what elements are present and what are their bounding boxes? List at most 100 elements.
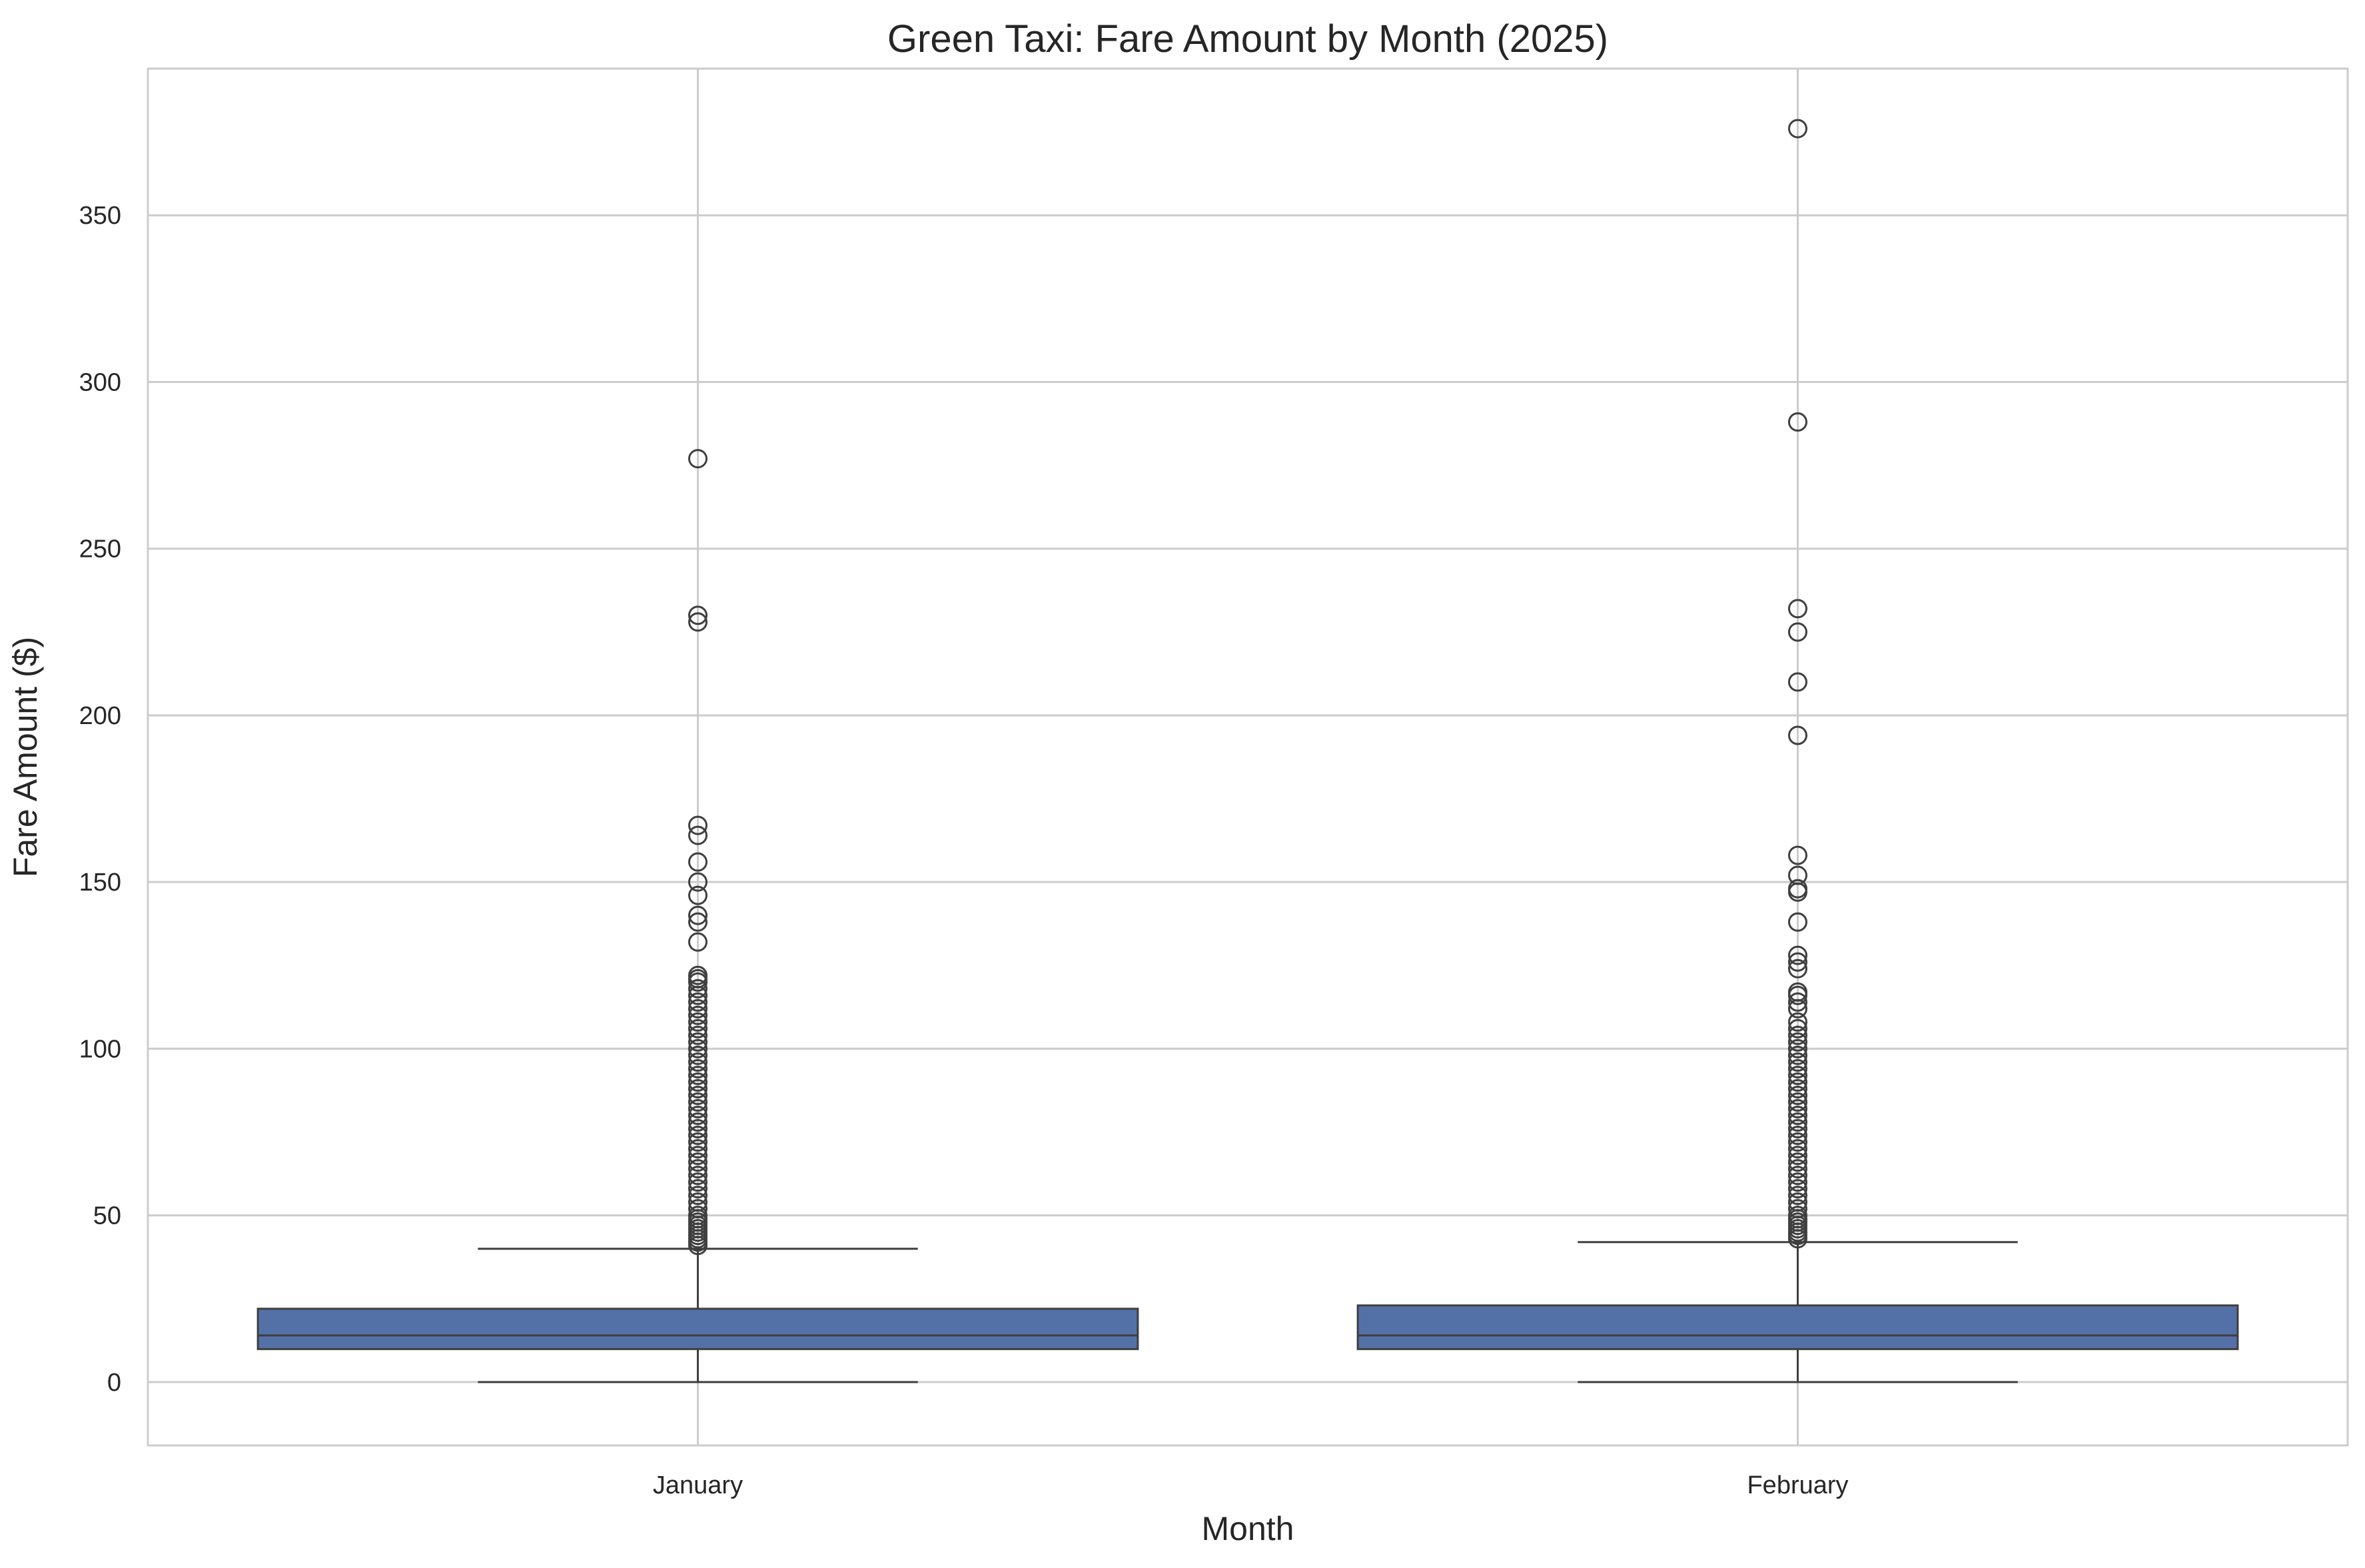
- outlier-point: [688, 1012, 708, 1032]
- outlier-point: [1788, 1078, 1807, 1098]
- x-axis-label: Month: [1202, 1510, 1294, 1547]
- outlier-point: [1788, 1112, 1807, 1132]
- outlier-point: [688, 1146, 708, 1166]
- outlier-point: [688, 1172, 708, 1192]
- outlier-point: [688, 1085, 708, 1105]
- outlier-point: [1788, 1186, 1807, 1206]
- outlier-point: [1788, 672, 1807, 692]
- outlier-point: [688, 1078, 708, 1098]
- iqr-box: [1356, 1304, 2239, 1350]
- y-tick-label: 200: [79, 702, 121, 730]
- outlier-point: [1788, 912, 1807, 932]
- outlier-point: [688, 905, 708, 925]
- outlier-point: [1788, 1025, 1807, 1045]
- outlier-point: [1788, 1058, 1807, 1078]
- outlier-point: [1788, 1206, 1807, 1226]
- plot-frame: [147, 67, 2349, 1447]
- y-tick-label: 50: [93, 1202, 121, 1230]
- outlier-point: [1788, 1106, 1807, 1126]
- outlier-point: [688, 1065, 708, 1085]
- iqr-box: [256, 1308, 1139, 1350]
- y-tick-label: 100: [79, 1035, 121, 1063]
- outlier-point: [1788, 1065, 1807, 1085]
- outlier-point: [688, 1038, 708, 1058]
- outlier-point: [1788, 1139, 1807, 1159]
- outlier-point: [688, 1018, 708, 1038]
- outlier-point: [688, 1052, 708, 1072]
- outlier-point: [688, 1159, 708, 1179]
- outlier-point: [688, 979, 708, 998]
- y-tick-label: 300: [79, 368, 121, 396]
- outlier-point: [1788, 1119, 1807, 1139]
- outlier-point: [688, 1112, 708, 1132]
- x-tick-label: January: [653, 1471, 743, 1499]
- outlier-point: [1788, 622, 1807, 642]
- outlier-point: [688, 1166, 708, 1186]
- outlier-point: [1788, 1052, 1807, 1072]
- y-tick-label: 250: [79, 536, 121, 564]
- outlier-point: [688, 1126, 708, 1146]
- outlier-point: [1788, 1099, 1807, 1119]
- outlier-point: [1788, 1038, 1807, 1058]
- outlier-point: [688, 885, 708, 905]
- outlier-point: [1788, 1045, 1807, 1065]
- outlier-point: [688, 1025, 708, 1045]
- y-axis-label: Fare Amount ($): [7, 637, 44, 877]
- outlier-point: [688, 612, 708, 632]
- outlier-point: [1788, 599, 1807, 619]
- outlier-point: [1788, 845, 1807, 865]
- outlier-point: [688, 1152, 708, 1172]
- outlier-point: [688, 1132, 708, 1152]
- outlier-point: [688, 449, 708, 469]
- outlier-point: [688, 872, 708, 892]
- box-group-january: [256, 449, 1139, 1383]
- outlier-point: [688, 1119, 708, 1139]
- outlier-point: [1788, 1199, 1807, 1219]
- outlier-point: [688, 852, 708, 872]
- outlier-point: [688, 1032, 708, 1052]
- outlier-point: [1788, 865, 1807, 885]
- outlier-point: [1788, 1092, 1807, 1112]
- outlier-point: [1788, 1159, 1807, 1179]
- y-tick-label: 0: [107, 1369, 121, 1397]
- outlier-point: [688, 1106, 708, 1126]
- y-axis-ticks: 0 50 100 150 200 250 300 350: [79, 202, 121, 1397]
- outlier-point: [1788, 1072, 1807, 1092]
- outlier-point: [1788, 992, 1807, 1012]
- outlier-point: [1788, 879, 1807, 899]
- y-tick-label: 150: [79, 869, 121, 897]
- outlier-point: [688, 992, 708, 1012]
- outlier-point: [1788, 1012, 1807, 1032]
- outlier-point: [1788, 1032, 1807, 1052]
- box-group-february: [1356, 119, 2239, 1383]
- outlier-point: [1788, 945, 1807, 965]
- gridlines: [148, 69, 2348, 1445]
- outlier-point: [688, 912, 708, 932]
- chart-title: Green Taxi: Fare Amount by Month (2025): [887, 17, 1608, 61]
- outlier-point: [1788, 1018, 1807, 1038]
- x-tick-label: February: [1747, 1471, 1848, 1499]
- outlier-point: [688, 1058, 708, 1078]
- outlier-point: [688, 605, 708, 625]
- outlier-point: [1788, 1085, 1807, 1105]
- outlier-point: [688, 1092, 708, 1112]
- outlier-point: [1788, 725, 1807, 745]
- box-series: [256, 119, 2239, 1383]
- outlier-point: [688, 965, 708, 985]
- outlier-point: [1788, 119, 1807, 139]
- outlier-point: [1788, 1192, 1807, 1212]
- outlier-point: [1788, 1179, 1807, 1199]
- outlier-point: [688, 998, 708, 1018]
- outlier-point: [1788, 1166, 1807, 1186]
- outlier-point: [688, 1139, 708, 1159]
- outlier-point: [1788, 952, 1807, 972]
- outlier-point: [688, 1045, 708, 1065]
- outlier-point: [688, 1192, 708, 1212]
- outlier-point: [688, 1206, 708, 1226]
- y-tick-label: 350: [79, 202, 121, 230]
- outlier-point: [1788, 1146, 1807, 1166]
- outlier-point: [688, 825, 708, 845]
- outlier-point: [1788, 959, 1807, 979]
- outlier-point: [688, 1099, 708, 1119]
- outlier-point: [1788, 982, 1807, 1002]
